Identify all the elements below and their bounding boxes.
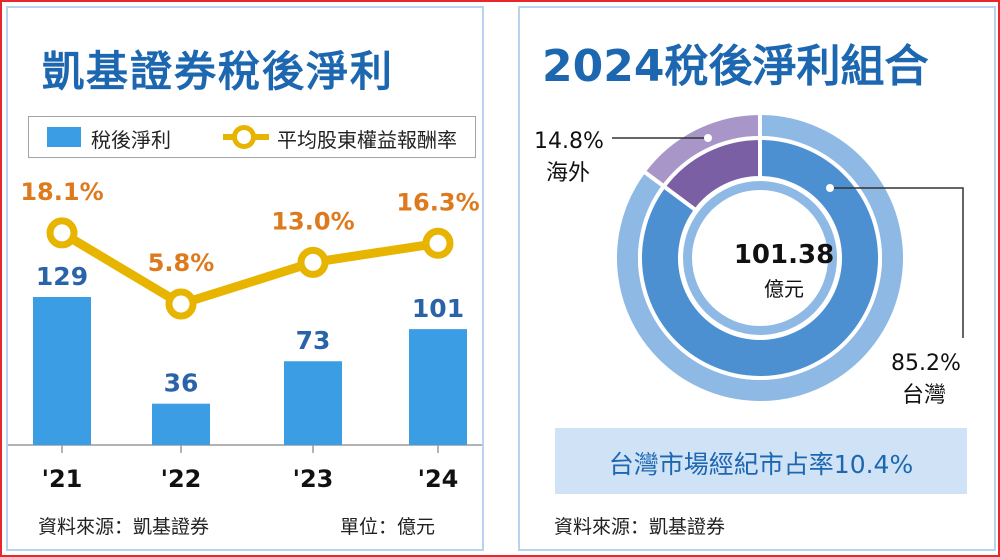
market-share-text: 台灣市場經紀市占率10.4% xyxy=(608,450,914,479)
bar-line-chart: 129 '21 36 '22 73 '23 101 '24 18.1% 5.8% 13.0% 16.3… xyxy=(8,178,482,493)
overseas-name-label: 海外 xyxy=(546,161,590,186)
chart-title: 凱基證券稅後淨利 xyxy=(42,47,395,96)
taiwan-leader-dot xyxy=(826,184,834,192)
legend-line-label: 平均股東權益報酬率 xyxy=(277,128,457,152)
overseas-leader-dot xyxy=(704,134,712,142)
legend-bar-swatch xyxy=(47,127,81,147)
legend-bar-label: 稅後淨利 xyxy=(91,128,171,152)
taiwan-leader-line xyxy=(830,187,964,338)
donut-hole xyxy=(692,190,828,326)
roe-point xyxy=(297,246,329,278)
taiwan-pct-label: 85.2% xyxy=(891,351,961,376)
donut-chart: 101.38 億元 14.8% 海外 85.2% 台灣 xyxy=(534,110,964,408)
chart-title: 2024稅後淨利組合 xyxy=(542,41,929,92)
taiwan-slice xyxy=(638,135,882,380)
roe-point xyxy=(165,288,197,320)
center-unit: 億元 xyxy=(764,277,804,301)
x-tick-label: '22 xyxy=(161,465,202,493)
roe-value-label: 18.1% xyxy=(20,178,103,206)
roe-value-label: 5.8% xyxy=(148,249,215,277)
bar-23 xyxy=(284,361,342,445)
net-profit-panel: 凱基證券稅後淨利 稅後淨利 平均股東權益報酬率 129 '21 36 '22 73 '23… xyxy=(6,6,484,551)
roe-line xyxy=(59,229,439,309)
unit-note: 單位：億元 xyxy=(340,516,436,538)
bar-21 xyxy=(33,297,91,445)
roe-point xyxy=(46,217,78,249)
bar-22 xyxy=(152,403,210,445)
center-value: 101.38 xyxy=(734,240,834,270)
bar-value-label: 73 xyxy=(296,326,331,355)
overseas-slice xyxy=(661,135,762,213)
roe-point xyxy=(422,227,454,259)
bar-24 xyxy=(409,329,467,445)
bar-value-label: 36 xyxy=(164,369,199,398)
market-share-banner: 台灣市場經紀市占率10.4% xyxy=(555,428,967,494)
x-tick-label: '21 xyxy=(42,465,83,493)
legend: 稅後淨利 平均股東權益報酬率 xyxy=(28,116,476,158)
source-note: 資料來源：凱基證券 xyxy=(554,516,726,538)
roe-value-label: 13.0% xyxy=(271,207,354,235)
overseas-pct-label: 14.8% xyxy=(534,129,604,154)
legend-marker-icon xyxy=(232,125,256,149)
x-tick-label: '24 xyxy=(418,465,459,493)
source-note: 資料來源：凱基證券 xyxy=(38,516,210,538)
bar-value-label: 101 xyxy=(412,294,464,323)
taiwan-name-label: 台灣 xyxy=(902,383,946,408)
profit-mix-panel: 2024稅後淨利組合 101.38 億元 14.8% 海外 85.2% 台灣 台灣市場經紀… xyxy=(518,6,996,551)
bar-value-label: 129 xyxy=(36,262,88,291)
roe-value-label: 16.3% xyxy=(396,188,479,216)
x-tick-label: '23 xyxy=(293,465,334,493)
